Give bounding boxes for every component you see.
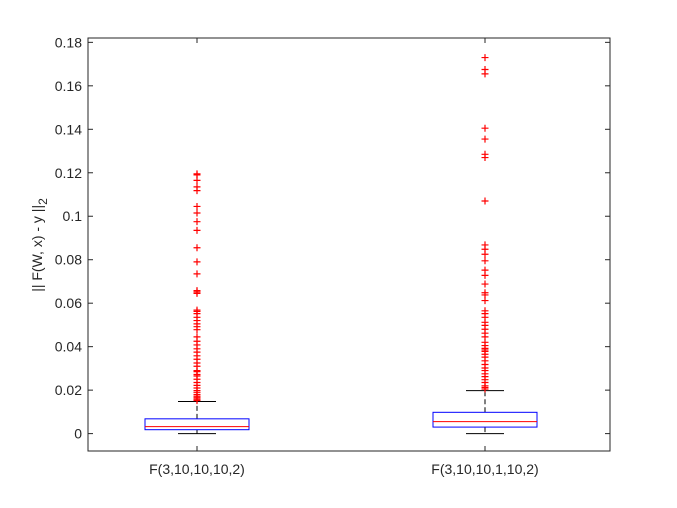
outlier-marker <box>481 257 489 265</box>
y-tick-label: 0.14 <box>55 121 82 137</box>
outlier-marker <box>193 218 201 226</box>
x-axis: F(3,10,10,10,2) F(3,10,10,1,10,2) <box>149 38 539 477</box>
outlier-marker <box>481 266 489 274</box>
outlier-marker <box>193 170 201 178</box>
outliers-layer <box>193 54 489 405</box>
y-axis-label-main: || F(W, x) - y || <box>29 205 45 292</box>
y-tick-label: 0.04 <box>55 339 82 355</box>
outlier-marker <box>481 150 489 158</box>
outlier-marker <box>481 124 489 132</box>
outlier-marker <box>193 209 201 217</box>
y-axis: 0 0.02 0.04 0.06 0.08 0.1 0.12 0.14 0.16 0.18 <box>55 34 610 442</box>
outlier-marker <box>193 287 201 295</box>
y-axis-label-subscript: 2 <box>36 198 50 205</box>
y-tick-label: 0.02 <box>55 382 82 398</box>
y-tick-label: 0.06 <box>55 295 82 311</box>
outlier-marker <box>481 135 489 143</box>
y-tick-label: 0.08 <box>55 252 82 268</box>
outlier-marker <box>481 280 489 288</box>
y-tick-label: 0.16 <box>55 78 82 94</box>
boxes-layer <box>144 390 538 435</box>
outlier-marker <box>193 333 201 341</box>
y-axis-label: || F(W, x) - y ||2 <box>29 198 50 292</box>
box <box>144 418 250 431</box>
y-tick-label: 0.1 <box>63 208 83 224</box>
outlier-marker <box>193 202 201 210</box>
outlier-marker <box>481 197 489 205</box>
outlier-marker <box>193 306 201 314</box>
outlier-marker <box>193 270 201 278</box>
outlier-marker <box>481 289 489 297</box>
y-tick-label: 0.12 <box>55 165 82 181</box>
outlier-marker <box>193 244 201 252</box>
outlier-marker <box>193 183 201 191</box>
outlier-marker <box>481 54 489 62</box>
y-tick-label: 0.18 <box>55 34 82 50</box>
outlier-marker <box>481 307 489 315</box>
outlier-marker <box>481 241 489 249</box>
outlier-marker <box>193 258 201 266</box>
x-tick-label: F(3,10,10,10,2) <box>149 461 245 477</box>
y-tick-label: 0 <box>74 426 82 442</box>
outlier-marker <box>481 66 489 74</box>
x-tick-label: F(3,10,10,1,10,2) <box>431 461 538 477</box>
axes-frame <box>87 37 611 452</box>
box <box>432 411 538 428</box>
outlier-marker <box>193 226 201 234</box>
